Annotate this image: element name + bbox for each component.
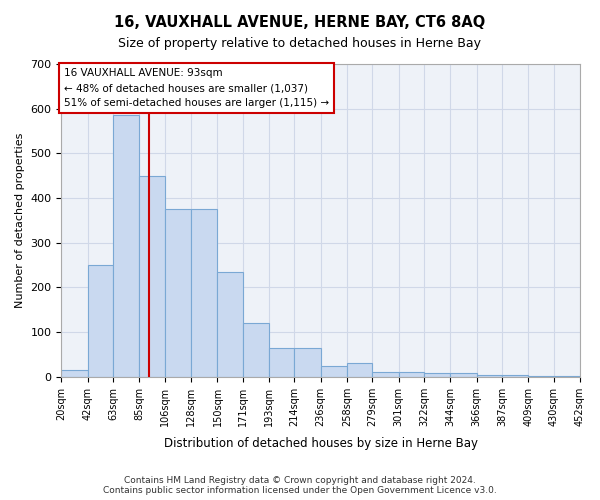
Bar (88, 265, 113, 377)
Text: 16, VAUXHALL AVENUE, HERNE BAY, CT6 8AQ: 16, VAUXHALL AVENUE, HERNE BAY, CT6 8AQ (115, 15, 485, 30)
Bar (61, 370, 88, 377)
Bar (529, 376, 554, 377)
X-axis label: Distribution of detached houses by size in Herne Bay: Distribution of detached houses by size … (164, 437, 478, 450)
Bar (269, 348, 294, 377)
Bar (554, 376, 580, 377)
Text: 16 VAUXHALL AVENUE: 93sqm
← 48% of detached houses are smaller (1,037)
51% of se: 16 VAUXHALL AVENUE: 93sqm ← 48% of detac… (64, 68, 329, 108)
Bar (373, 372, 399, 377)
Bar (217, 272, 242, 377)
Bar (139, 176, 164, 377)
Bar (191, 209, 217, 377)
Text: Contains HM Land Registry data © Crown copyright and database right 2024.
Contai: Contains HM Land Registry data © Crown c… (103, 476, 497, 495)
Y-axis label: Number of detached properties: Number of detached properties (15, 132, 25, 308)
Bar (424, 373, 451, 377)
Bar (113, 116, 139, 377)
Bar (164, 209, 191, 377)
Text: Size of property relative to detached houses in Herne Bay: Size of property relative to detached ho… (119, 38, 482, 51)
Bar (242, 323, 269, 377)
Bar (477, 374, 502, 377)
Bar (451, 373, 477, 377)
Bar (399, 372, 424, 377)
Bar (347, 364, 373, 377)
Bar (502, 374, 529, 377)
Bar (321, 366, 347, 377)
Bar (294, 348, 321, 377)
